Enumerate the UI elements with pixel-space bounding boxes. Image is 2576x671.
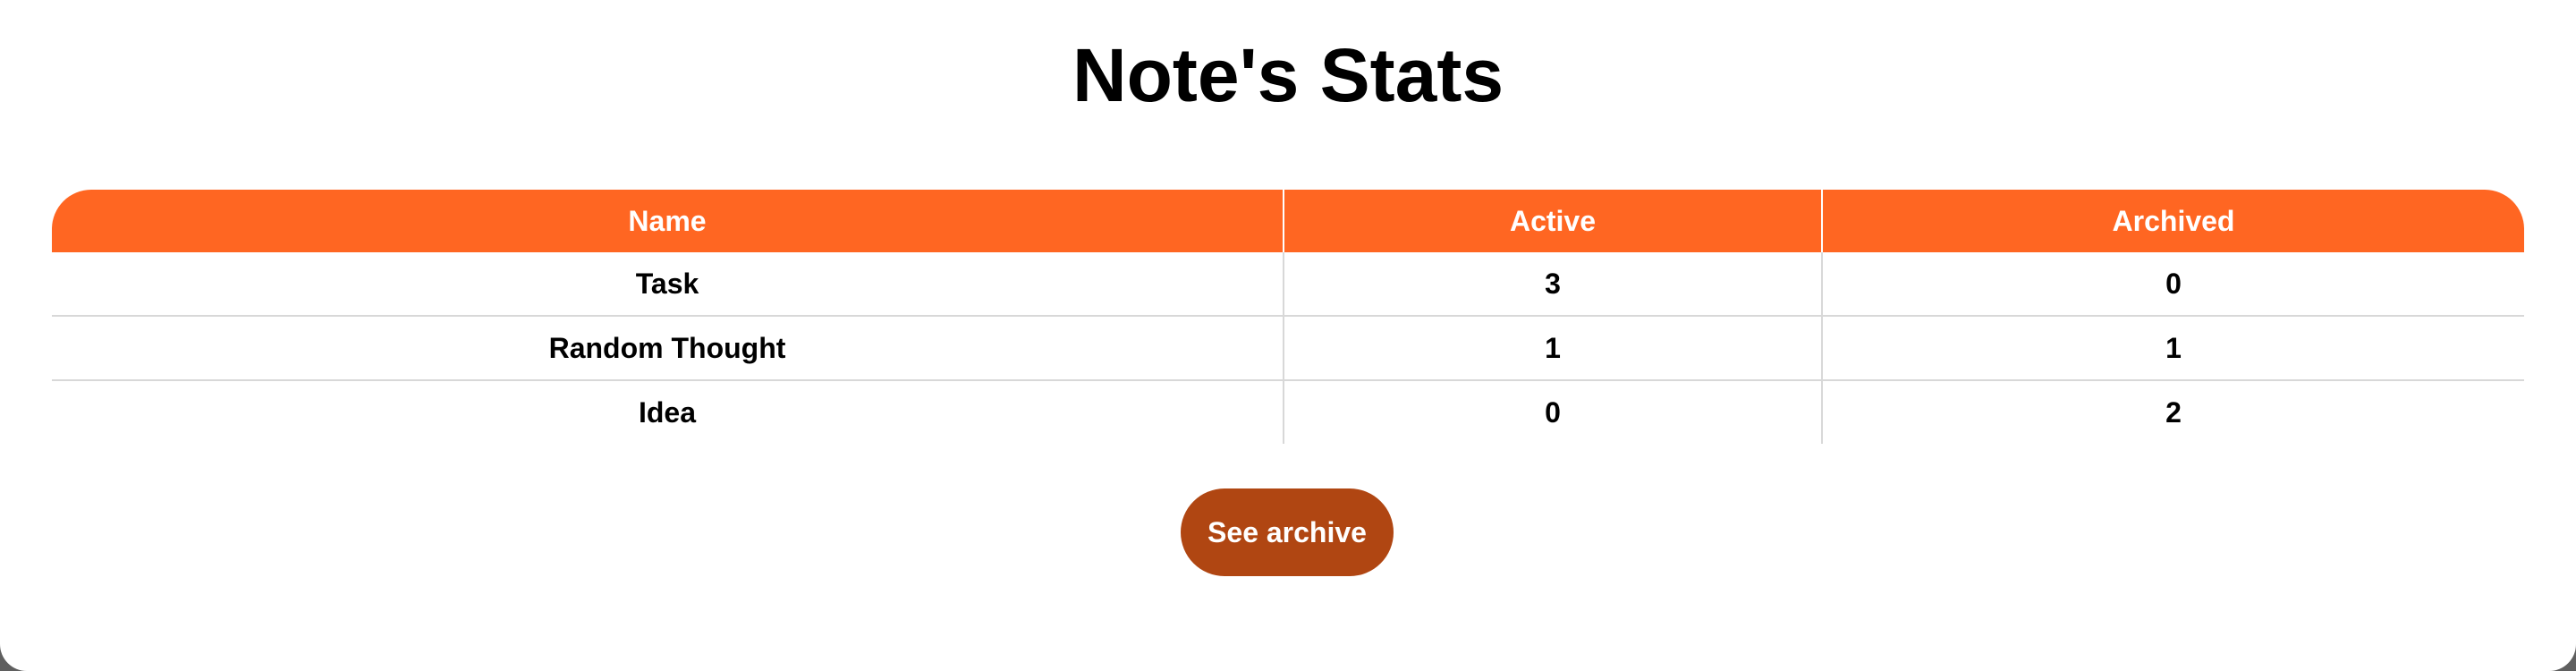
column-header-archived: Archived — [1823, 190, 2524, 252]
cell-archived: 1 — [1823, 317, 2524, 381]
table-row: Task 3 0 — [52, 252, 2524, 317]
cell-name: Task — [52, 252, 1284, 317]
cell-name: Idea — [52, 381, 1284, 444]
page-title: Note's Stats — [1072, 33, 1504, 117]
cell-archived: 0 — [1823, 252, 2524, 317]
cell-active: 1 — [1284, 317, 1823, 381]
cell-archived: 2 — [2165, 395, 2182, 429]
column-header-name: Name — [52, 190, 1284, 252]
cell-name: Random Thought — [52, 317, 1284, 381]
table-row: Random Thought 1 1 — [52, 317, 2524, 381]
table-row: Idea 0 2 — [52, 381, 2524, 444]
column-header-active: Active — [1284, 190, 1823, 252]
see-archive-button[interactable]: See archive — [1181, 488, 1394, 576]
table-header-row: Name Active Archived — [52, 190, 2524, 252]
cell-active: 0 — [1284, 381, 1823, 444]
cell-active: 3 — [1284, 252, 1823, 317]
stats-table: Name Active Archived Task 3 0 Random Tho… — [52, 190, 2524, 444]
